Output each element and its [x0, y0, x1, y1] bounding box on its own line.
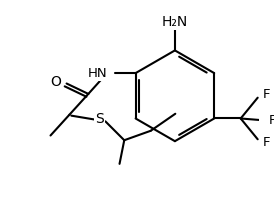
Text: O: O: [50, 75, 61, 89]
Text: HN: HN: [88, 67, 107, 79]
Text: F: F: [262, 136, 270, 149]
Text: F: F: [269, 114, 274, 127]
Text: S: S: [95, 112, 104, 126]
Text: F: F: [262, 88, 270, 101]
Text: H₂N: H₂N: [162, 15, 188, 29]
